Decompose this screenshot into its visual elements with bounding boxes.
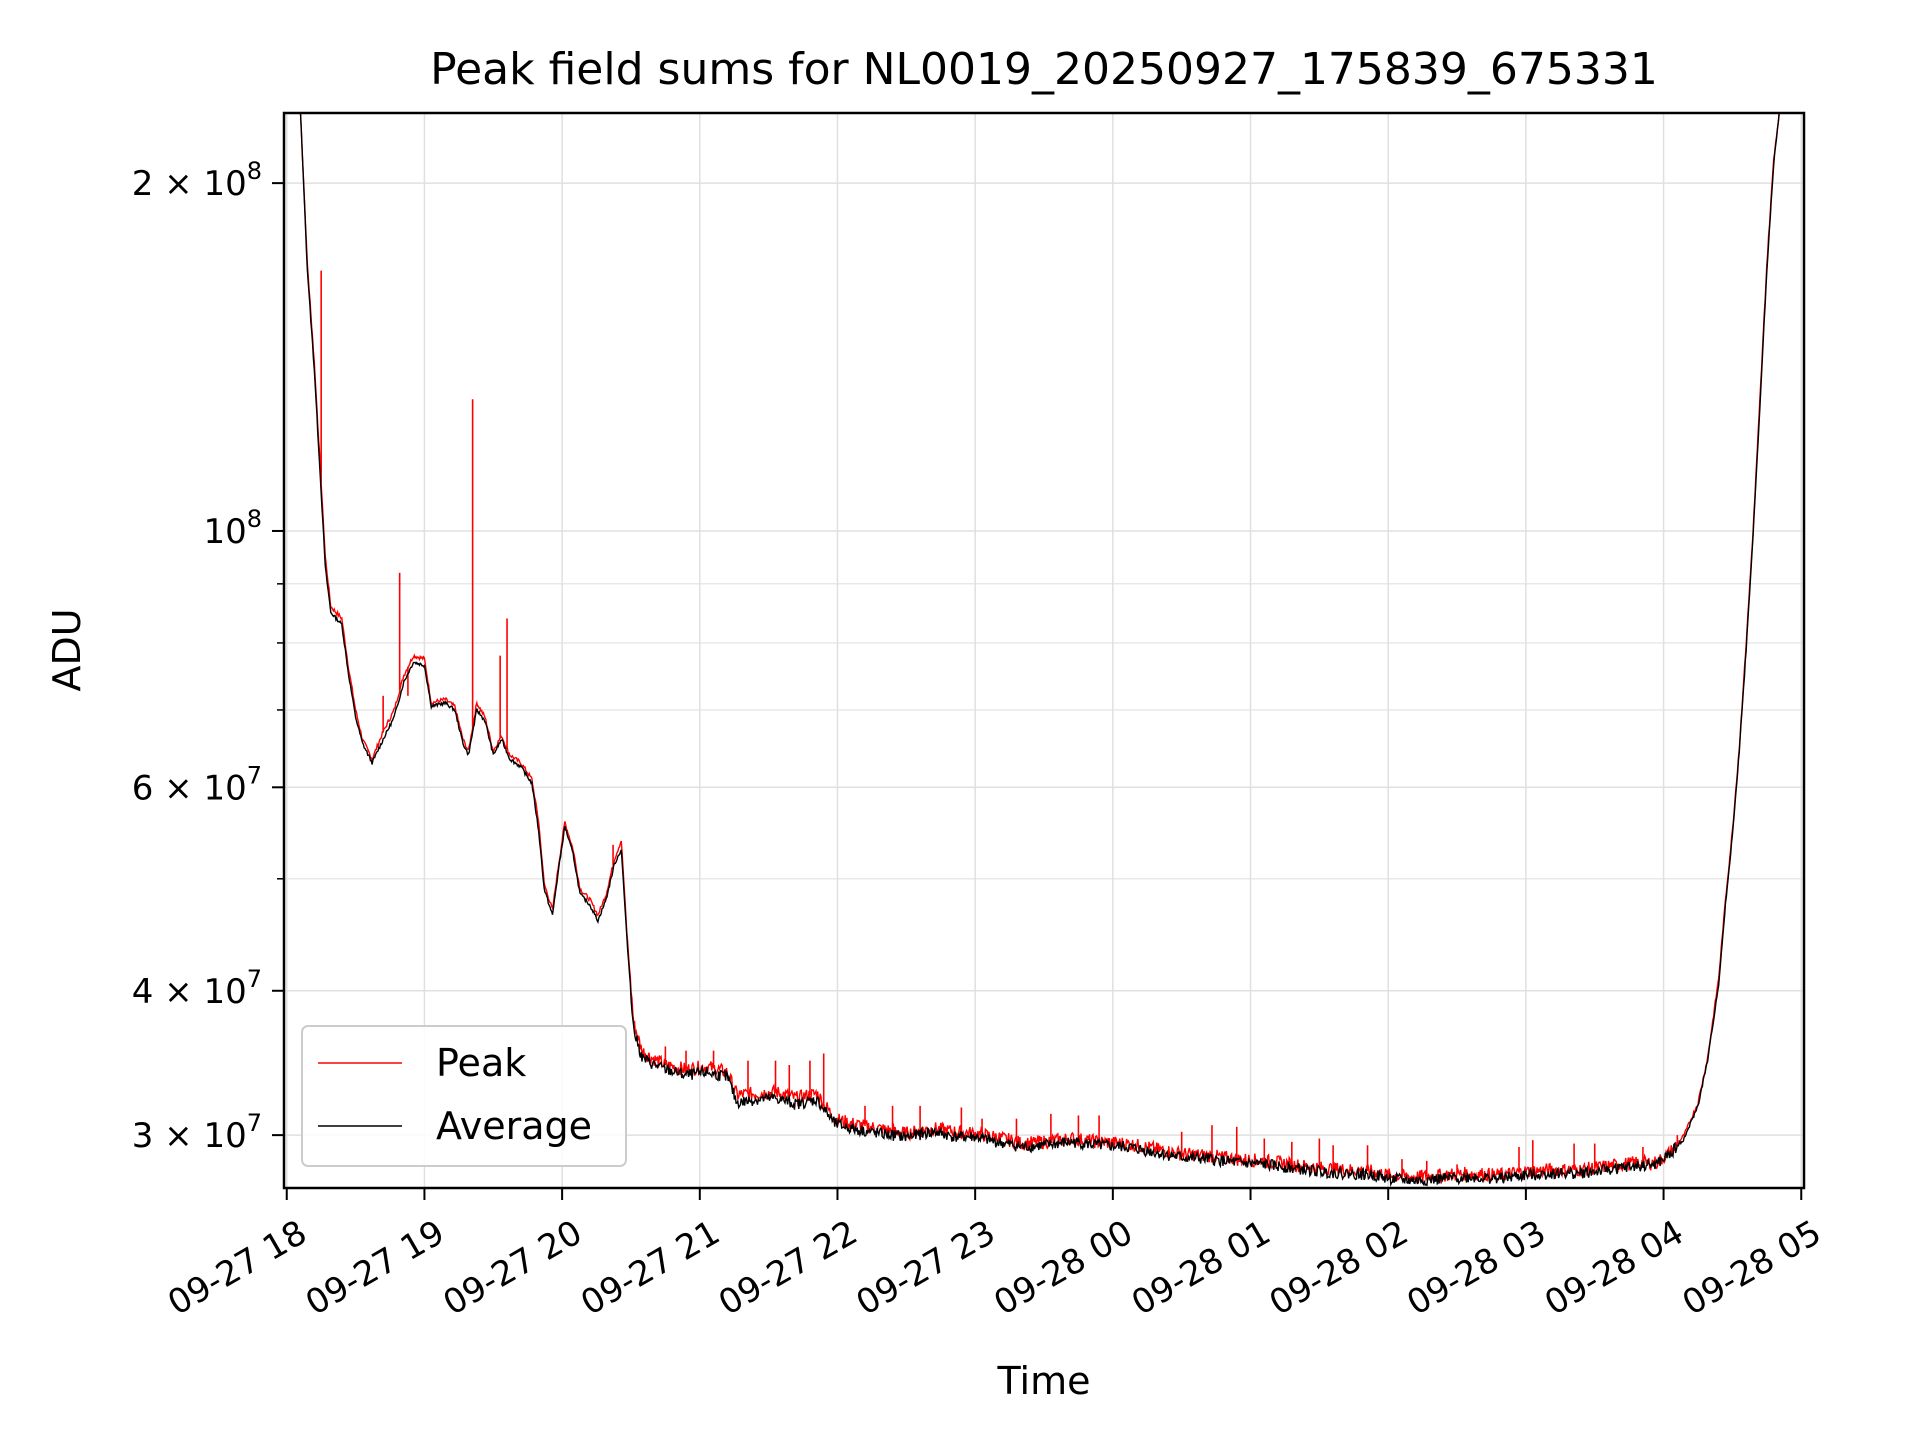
legend-peak-label: Peak [436,1041,526,1085]
legend-average-label: Average [436,1104,592,1148]
legend-box [301,1025,627,1167]
y-tick-label: 2 × 108 [132,157,262,204]
y-tick-label: 4 × 107 [132,965,262,1012]
grid-layer [284,113,1804,1188]
y-tick-label: 6 × 107 [132,761,262,808]
legend: Peak Average [301,1025,627,1167]
series-average-line [299,112,1780,1188]
y-axis: 3 × 107 4 × 107 6 × 107 108 2 × 108 [132,157,284,1156]
series-layer [299,112,1780,1188]
y-tick-label: 3 × 107 [132,1109,262,1156]
y-tick-label: 108 [203,505,262,552]
x-axis-label: Time [997,1359,1091,1403]
chart-title: Peak field sums for NL0019_20250927_1758… [430,44,1658,95]
y-axis-label: ADU [45,608,89,691]
plot-frame [282,111,1806,1190]
